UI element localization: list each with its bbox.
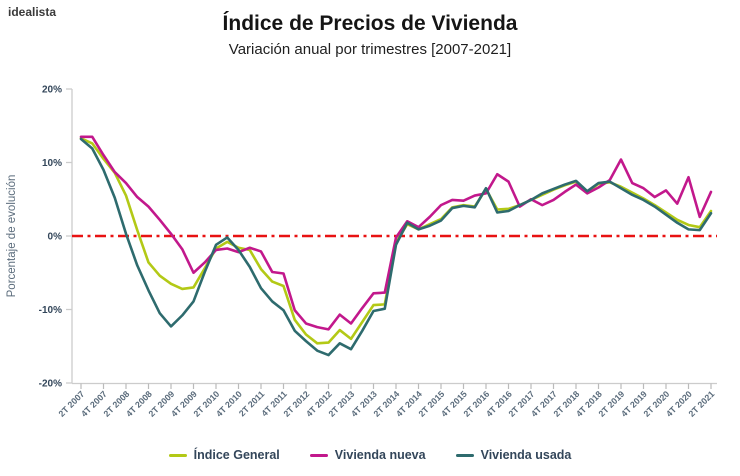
series-line-1	[79, 135, 713, 331]
legend-item-indice-general: Índice General	[168, 448, 280, 462]
legend-label: Vivienda nueva	[334, 448, 426, 462]
chart-header: idealista Índice de Precios de Vivienda …	[0, 0, 740, 80]
y-tick-label: -10%	[39, 305, 62, 316]
legend-item-vivienda-nueva: Vivienda nueva	[309, 448, 426, 462]
y-tick-label: 0%	[48, 232, 63, 243]
chart-legend: Índice General Vivienda nueva Vivienda u…	[0, 448, 740, 462]
series-line-2	[79, 137, 713, 357]
y-tick-label: 20%	[42, 85, 62, 96]
legend-label: Vivienda usada	[480, 448, 572, 462]
page-subtitle: Variación anual por trimestres [2007-202…	[228, 41, 512, 58]
legend-item-vivienda-usada: Vivienda usada	[455, 448, 572, 462]
y-tick-label: -20%	[39, 379, 62, 390]
vivienda-usada-line-swatch	[455, 453, 474, 457]
page-title: Índice de Precios de Vivienda	[222, 12, 518, 35]
vivienda-nueva-line-swatch	[309, 453, 328, 457]
legend-label: Índice General	[193, 448, 280, 462]
indice-general-line-swatch	[168, 453, 187, 457]
y-tick-label: 10%	[42, 158, 62, 169]
idealista-logo: idealista	[8, 5, 57, 19]
y-axis-title: Porcentaje de evolución	[6, 175, 18, 298]
